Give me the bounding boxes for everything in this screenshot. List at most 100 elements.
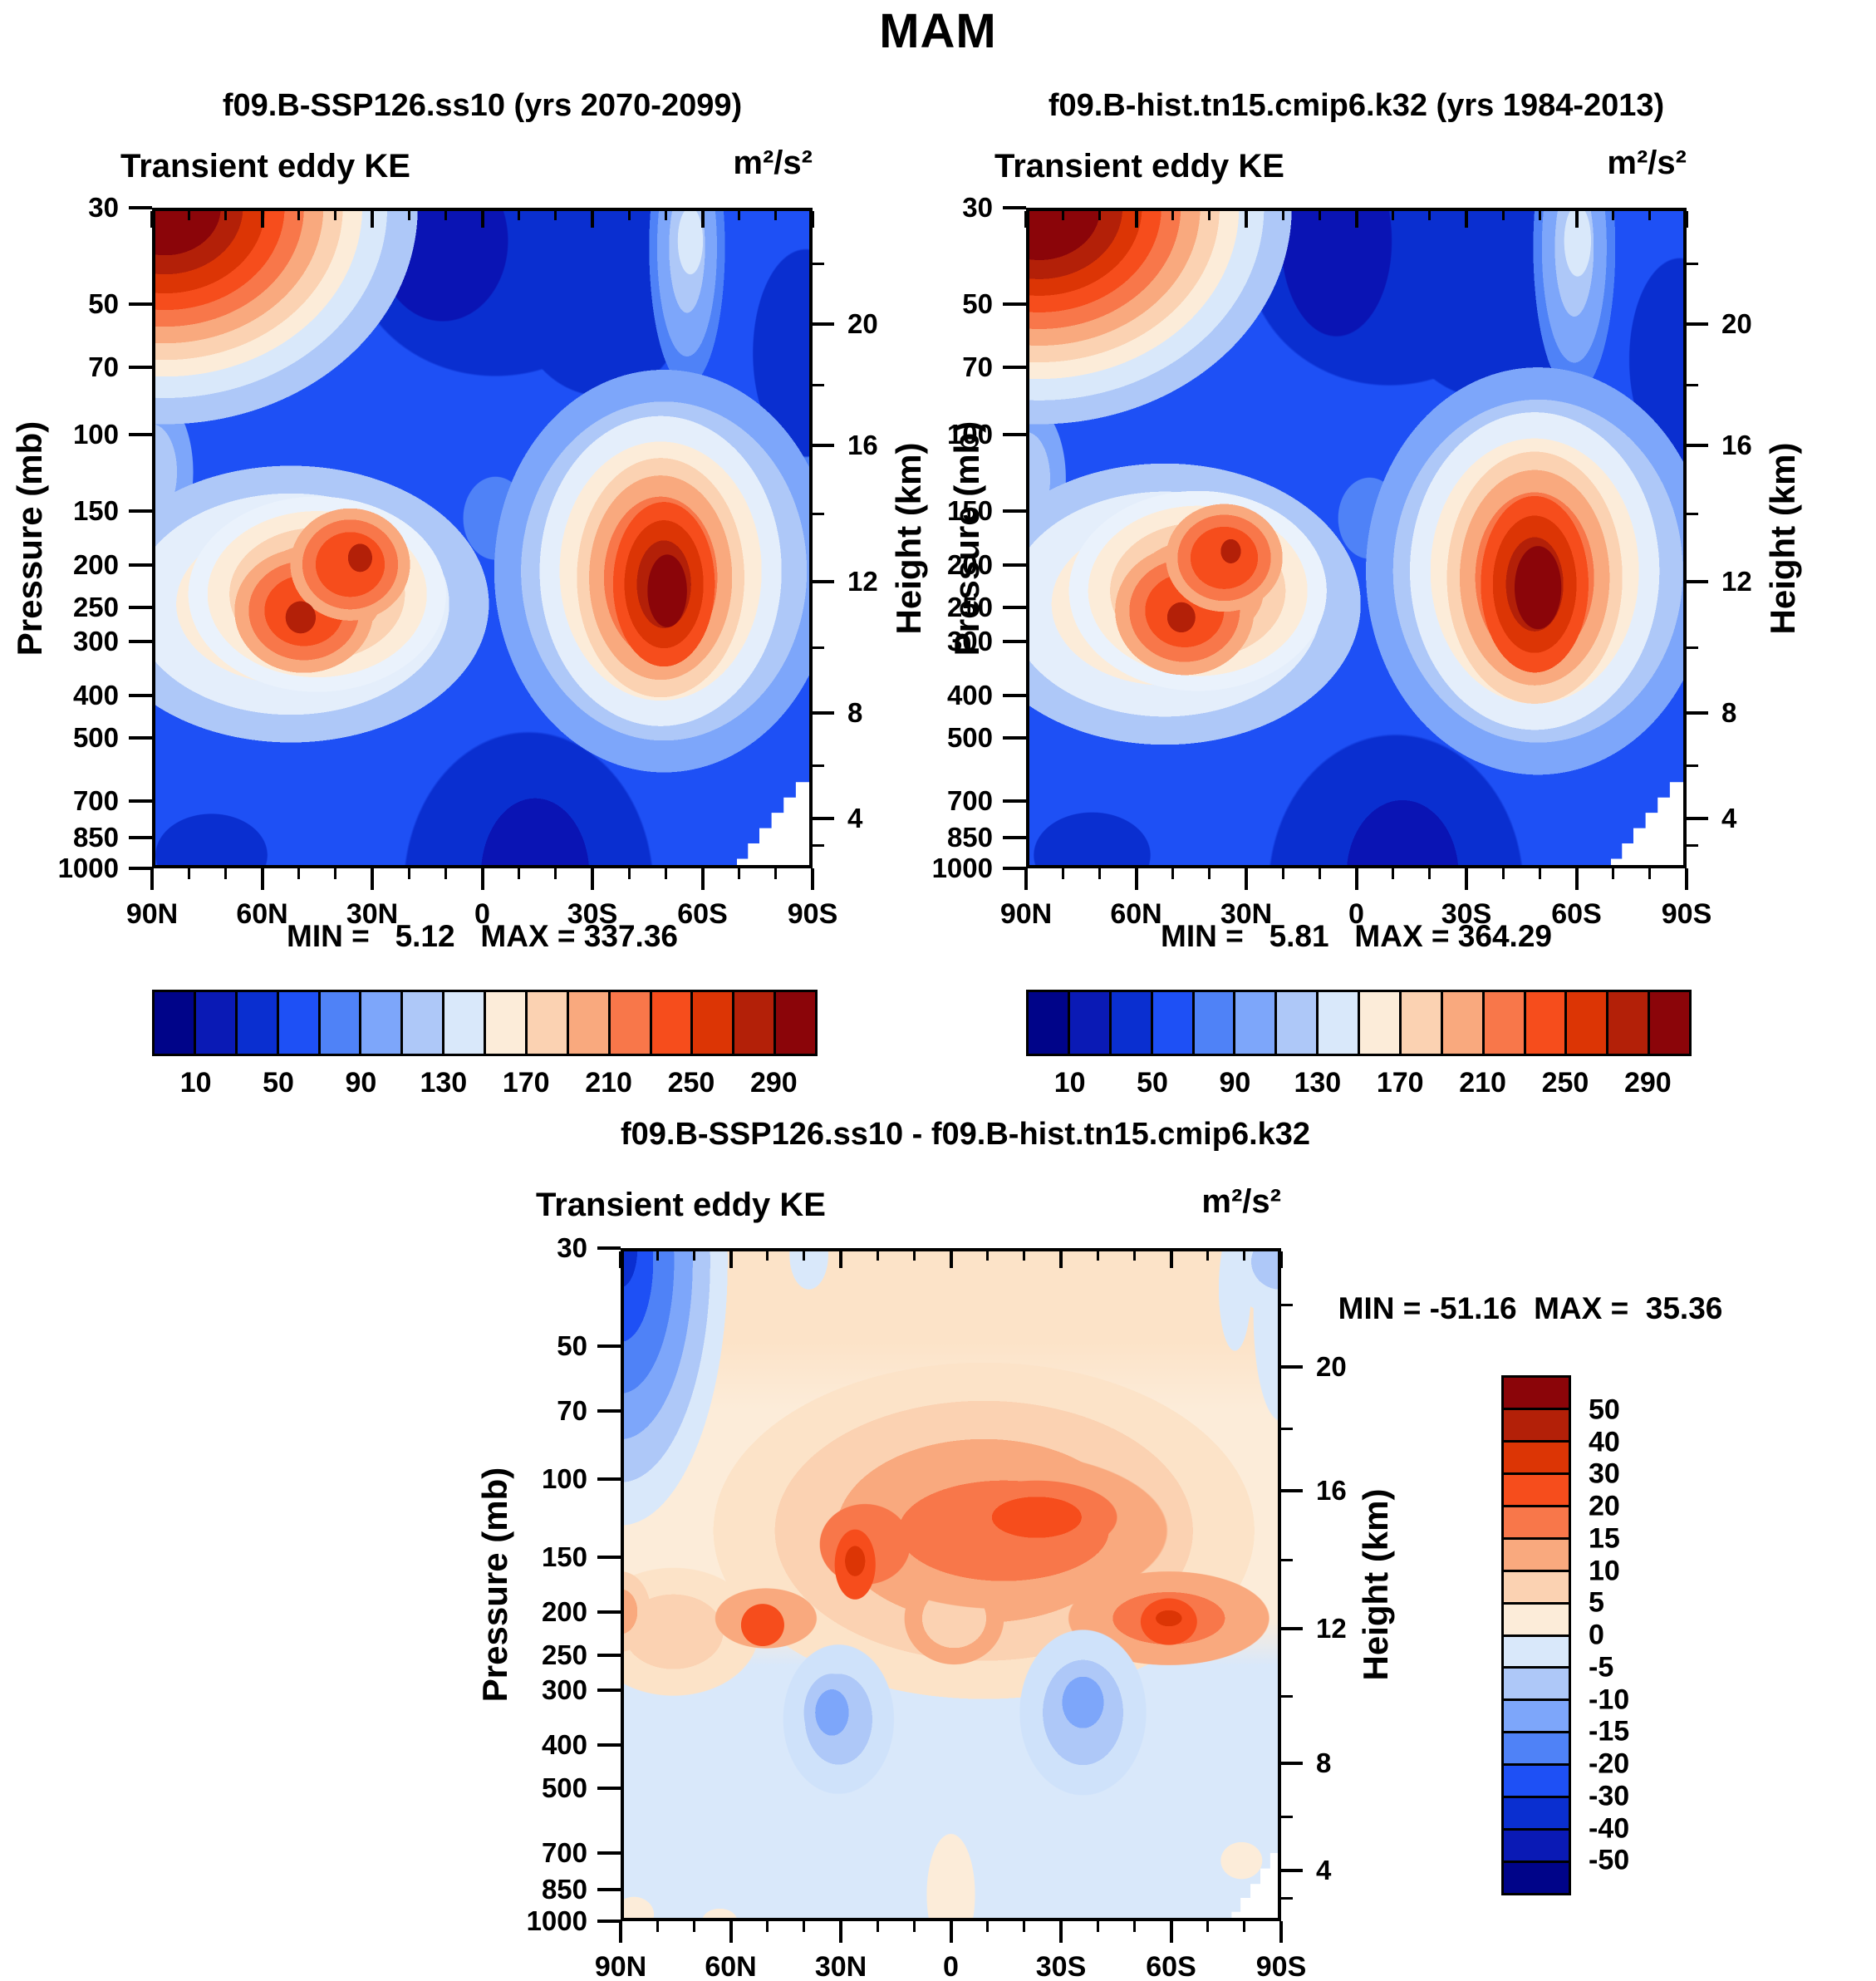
- lat-tick: [1574, 868, 1579, 890]
- colorbar-cell: [1316, 992, 1358, 1054]
- lat-tick: [1281, 211, 1284, 220]
- colorbar-label: -30: [1589, 1780, 1630, 1812]
- pressure-tick-label: 70: [88, 351, 119, 383]
- panel-b-field-label: Transient eddy KE: [994, 148, 1284, 184]
- pressure-tick: [1003, 432, 1026, 436]
- lat-tick: [1501, 868, 1505, 879]
- lat-tick: [591, 868, 594, 890]
- colorbar-cell: [1564, 992, 1607, 1054]
- colorbar-cell: [1504, 1731, 1569, 1764]
- height-tick: [1687, 322, 1708, 326]
- pressure-tick-label: 100: [946, 418, 993, 450]
- pressure-tick-label: 700: [946, 785, 993, 817]
- lat-tick: [619, 1251, 622, 1268]
- lat-tick: [729, 1921, 733, 1943]
- lat-tick: [729, 1251, 733, 1268]
- pressure-tick: [597, 1888, 621, 1892]
- lat-tick: [1206, 1251, 1210, 1261]
- colorbar-cell: [1504, 1504, 1569, 1537]
- lat-tick: [187, 868, 190, 879]
- lat-tick: [664, 211, 667, 220]
- pressure-tick: [597, 1851, 621, 1855]
- colorbar-label: -50: [1589, 1844, 1630, 1876]
- lat-tick: [518, 211, 521, 220]
- lat-tick: [700, 211, 705, 228]
- lat-tick: [591, 211, 594, 228]
- height-tick-label: 12: [1316, 1613, 1347, 1644]
- height-tick-minor: [1281, 1815, 1293, 1818]
- lat-tick: [150, 868, 154, 890]
- colorbar-cell: [1274, 992, 1317, 1054]
- colorbar-cell: [1029, 992, 1068, 1054]
- height-tick-label: 20: [1721, 307, 1752, 339]
- lat-tick: [371, 868, 374, 890]
- height-tick: [1281, 1364, 1303, 1369]
- colorbar-label: 290: [749, 1067, 798, 1099]
- lat-tick: [334, 868, 337, 879]
- panel-b-units-label: m²/s²: [1607, 145, 1687, 181]
- lat-tick: [223, 868, 227, 879]
- lat-tick: [1538, 211, 1541, 220]
- panel-c-height-axis-label: Height (km): [1356, 1488, 1395, 1681]
- colorbar-label: 15: [1589, 1522, 1620, 1555]
- colorbar-label: 20: [1589, 1490, 1620, 1522]
- height-tick: [1281, 1869, 1303, 1873]
- panel-c-pressure-axis-label: Pressure (mb): [475, 1467, 514, 1703]
- colorbar-label: 30: [1589, 1457, 1620, 1490]
- lat-tick: [1538, 868, 1541, 879]
- height-tick-minor: [1687, 844, 1698, 848]
- colorbar-cell: [1067, 992, 1109, 1054]
- lat-tick: [1096, 1921, 1099, 1932]
- height-tick-minor: [1281, 1896, 1293, 1900]
- lat-tick-label: 0: [943, 1951, 959, 1981]
- height-tick-label: 4: [1721, 803, 1737, 834]
- lat-tick: [1279, 1251, 1283, 1268]
- colorbar-label: 50: [1589, 1394, 1620, 1426]
- lat-tick: [554, 868, 557, 879]
- pressure-tick-label: 700: [541, 1836, 587, 1868]
- colorbar-cell: [1398, 992, 1441, 1054]
- colorbar-cell: [1504, 1378, 1569, 1408]
- lat-tick: [444, 211, 447, 220]
- lat-tick-label: 60N: [236, 898, 288, 930]
- colorbar-label: 210: [585, 1067, 632, 1099]
- lat-tick: [986, 1921, 990, 1932]
- height-tick-label: 12: [847, 565, 878, 597]
- pressure-tick-label: 850: [541, 1874, 587, 1905]
- height-tick: [813, 322, 834, 326]
- pressure-tick: [1003, 799, 1026, 804]
- colorbar-label: 90: [345, 1067, 377, 1099]
- lat-tick: [949, 1251, 953, 1268]
- colorbar-cell: [1523, 992, 1565, 1054]
- colorbar-cell: [732, 992, 774, 1054]
- panel-a-units-label: m²/s²: [733, 145, 813, 181]
- colorbar-cell: [1504, 1796, 1569, 1829]
- pressure-tick-label: 50: [557, 1330, 587, 1361]
- lat-tick-label: 30N: [814, 1951, 867, 1981]
- panel-a-colorbar: 10 50 90 130 170 210 250 290: [152, 990, 818, 1099]
- panel-a-title: f09.B-SSP126.ss10 (yrs 2070-2099): [222, 88, 743, 123]
- lat-tick-label: 30S: [567, 898, 618, 930]
- lat-tick: [1098, 868, 1101, 879]
- lat-tick: [1612, 868, 1615, 879]
- height-tick-minor: [1687, 764, 1698, 768]
- lat-tick: [1465, 868, 1468, 890]
- pressure-tick-label: 150: [541, 1541, 587, 1572]
- lat-tick: [1059, 1921, 1063, 1943]
- colorbar-label: 250: [667, 1067, 715, 1099]
- pressure-tick: [129, 605, 152, 609]
- lat-tick: [1132, 1251, 1136, 1261]
- height-tick-minor: [1687, 383, 1698, 386]
- colorbar-cell: [690, 992, 733, 1054]
- lat-tick: [554, 211, 557, 220]
- colorbar-cell: [442, 992, 484, 1054]
- height-tick-minor: [1281, 1427, 1293, 1430]
- lat-tick: [1574, 211, 1579, 228]
- pressure-tick-label: 850: [72, 822, 119, 853]
- colorbar-cell: [1648, 992, 1689, 1054]
- panel-a-contour-field: [152, 208, 813, 868]
- lat-tick: [619, 1921, 622, 1943]
- lat-tick: [1318, 211, 1321, 220]
- colorbar-cell: [317, 992, 360, 1054]
- colorbar-cell: [566, 992, 608, 1054]
